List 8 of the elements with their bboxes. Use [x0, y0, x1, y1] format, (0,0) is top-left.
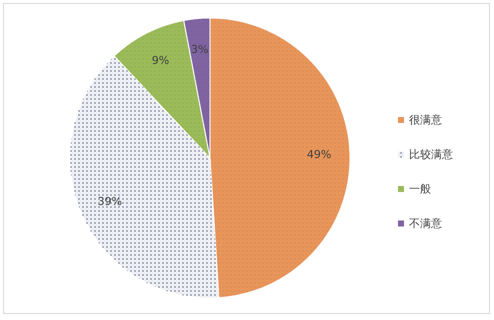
legend-label: 一般 [409, 182, 431, 196]
legend-label: 不满意 [409, 217, 442, 230]
data-label: 39% [98, 194, 122, 208]
data-label: 49% [306, 148, 332, 162]
legend-label: 很满意 [409, 114, 442, 126]
legend-label: 比较满意 [409, 148, 453, 161]
data-label: 3% [190, 42, 208, 56]
data-label: 9% [152, 54, 170, 68]
